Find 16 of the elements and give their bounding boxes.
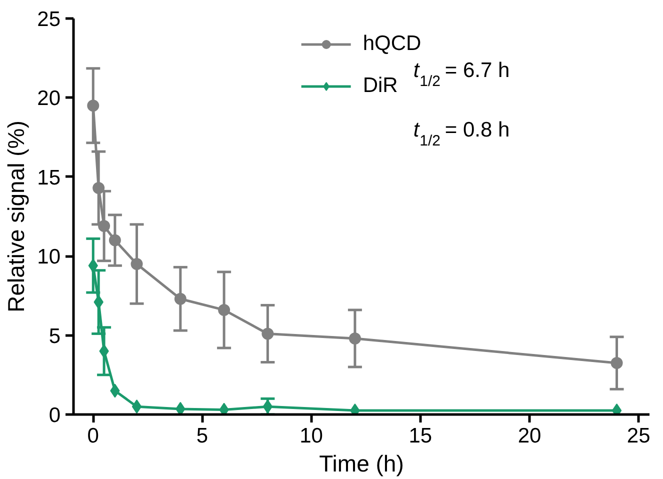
- y-axis-title: Relative signal (%): [3, 120, 30, 312]
- x-tick-label: 15: [408, 424, 432, 448]
- x-tick-label: 5: [196, 424, 208, 448]
- y-tick-label: 10: [37, 246, 60, 269]
- x-tick-label: 10: [300, 424, 323, 448]
- x-axis-title: Time (h): [319, 450, 404, 476]
- y-tick-label: 5: [48, 324, 61, 348]
- x-tick-label: 25: [626, 424, 650, 448]
- y-tick-label: 15: [37, 166, 60, 190]
- legend-label: DiR: [362, 74, 398, 98]
- legend-label: hQCD: [362, 32, 422, 56]
- x-tick-label: 0: [87, 424, 99, 448]
- y-tick-label: 20: [37, 87, 60, 110]
- y-tick-label: 25: [37, 8, 60, 31]
- x-tick-label: 20: [518, 424, 542, 448]
- y-tick-label: 0: [48, 404, 61, 427]
